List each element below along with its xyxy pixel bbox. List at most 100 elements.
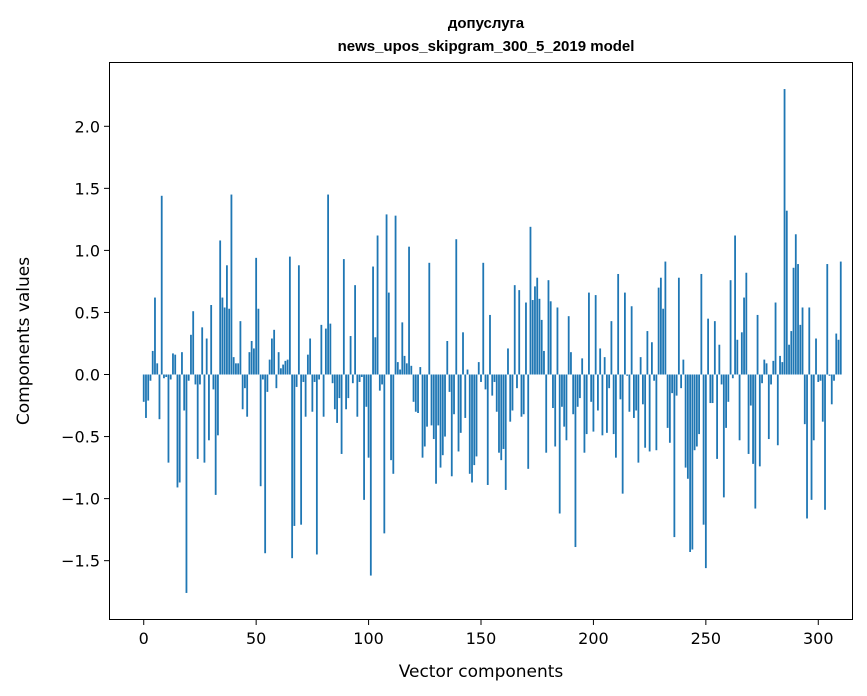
chart-title: допуслуга bbox=[448, 15, 525, 32]
bar-86 bbox=[336, 374, 338, 423]
bar-199 bbox=[590, 374, 593, 402]
bar-109 bbox=[387, 292, 390, 375]
bar-238 bbox=[677, 277, 680, 375]
bar-55 bbox=[266, 374, 269, 392]
bar-40 bbox=[232, 357, 235, 375]
bar-125 bbox=[423, 374, 426, 447]
bar-64 bbox=[286, 359, 289, 375]
bar-47 bbox=[248, 352, 251, 375]
bar-54 bbox=[264, 374, 267, 554]
bar-113 bbox=[396, 362, 399, 375]
bar-197 bbox=[585, 374, 588, 435]
bar-278 bbox=[767, 374, 770, 440]
bar-16 bbox=[178, 374, 181, 483]
bar-261 bbox=[729, 280, 732, 375]
bar-200 bbox=[592, 374, 595, 432]
bar-287 bbox=[788, 344, 790, 375]
bar-180 bbox=[547, 280, 550, 375]
bar-50 bbox=[255, 257, 258, 375]
bar-72 bbox=[304, 374, 307, 417]
bar-39 bbox=[230, 194, 233, 375]
bar-103 bbox=[374, 337, 377, 375]
bar-94 bbox=[354, 285, 356, 375]
bar-2 bbox=[147, 374, 150, 401]
x-tick-label: 0 bbox=[139, 629, 149, 648]
bar-112 bbox=[394, 215, 397, 375]
bar-166 bbox=[516, 374, 518, 389]
bar-9 bbox=[163, 374, 165, 379]
bar-221 bbox=[639, 357, 642, 375]
bar-235 bbox=[671, 374, 674, 394]
bar-140 bbox=[457, 374, 460, 452]
bar-155 bbox=[491, 374, 494, 396]
bar-305 bbox=[828, 374, 831, 376]
bar-128 bbox=[430, 374, 433, 426]
bar-186 bbox=[561, 374, 563, 407]
bar-14 bbox=[174, 354, 177, 375]
bar-79 bbox=[320, 324, 323, 375]
bar-90 bbox=[345, 374, 347, 410]
bar-279 bbox=[770, 374, 772, 385]
bar-258 bbox=[722, 374, 725, 498]
bar-88 bbox=[340, 374, 343, 454]
bar-256 bbox=[718, 344, 721, 375]
bar-33 bbox=[217, 374, 219, 436]
bar-232 bbox=[664, 261, 667, 375]
bar-80 bbox=[322, 374, 325, 417]
bar-196 bbox=[583, 374, 586, 453]
bar-106 bbox=[381, 374, 383, 385]
bar-76 bbox=[313, 374, 316, 382]
bar-134 bbox=[444, 374, 446, 437]
y-tick-label: 2.0 bbox=[75, 117, 100, 136]
bar-85 bbox=[333, 374, 336, 410]
bar-249 bbox=[702, 374, 705, 525]
bar-105 bbox=[378, 374, 381, 391]
bar-239 bbox=[680, 374, 683, 389]
bar-193 bbox=[576, 374, 579, 407]
bar-114 bbox=[399, 369, 401, 375]
bar-20 bbox=[187, 374, 190, 381]
bar-244 bbox=[691, 374, 694, 550]
bar-81 bbox=[324, 328, 327, 375]
bar-175 bbox=[536, 277, 539, 375]
bar-245 bbox=[693, 374, 696, 451]
bar-83 bbox=[329, 323, 332, 375]
bar-34 bbox=[219, 240, 222, 375]
bar-118 bbox=[408, 246, 410, 375]
bar-308 bbox=[835, 333, 838, 375]
bar-226 bbox=[650, 342, 653, 375]
bar-212 bbox=[619, 374, 622, 400]
bar-267 bbox=[743, 297, 745, 375]
bar-143 bbox=[464, 374, 467, 418]
bar-98 bbox=[363, 374, 365, 500]
bar-248 bbox=[700, 273, 703, 375]
bar-176 bbox=[538, 298, 541, 375]
bar-35 bbox=[221, 297, 224, 375]
bar-62 bbox=[282, 364, 285, 375]
bar-7 bbox=[158, 374, 161, 420]
bar-10 bbox=[165, 374, 168, 377]
y-axis: −1.5 −1.0 −0.5 0.0 0.5 1.0 1.5 2.0 bbox=[61, 117, 110, 571]
bar-208 bbox=[610, 321, 613, 375]
bar-135 bbox=[446, 341, 449, 375]
bar-276 bbox=[763, 359, 766, 375]
bar-203 bbox=[599, 348, 602, 375]
bar-27 bbox=[203, 374, 206, 463]
bar-257 bbox=[720, 374, 723, 385]
bar-223 bbox=[644, 374, 647, 448]
bar-75 bbox=[311, 374, 314, 412]
bar-141 bbox=[459, 374, 462, 433]
bar-218 bbox=[633, 374, 635, 418]
bar-110 bbox=[390, 374, 392, 461]
bar-210 bbox=[615, 374, 617, 458]
bar-52 bbox=[259, 374, 262, 487]
bar-250 bbox=[704, 374, 707, 569]
bar-251 bbox=[707, 318, 709, 375]
bar-127 bbox=[428, 262, 431, 375]
bar-3 bbox=[149, 374, 152, 381]
bar-160 bbox=[502, 374, 505, 449]
bar-63 bbox=[284, 360, 287, 375]
x-axis: 0 50 100 150 200 250 300 bbox=[139, 619, 834, 648]
bar-281 bbox=[774, 302, 777, 375]
bar-123 bbox=[419, 367, 422, 375]
